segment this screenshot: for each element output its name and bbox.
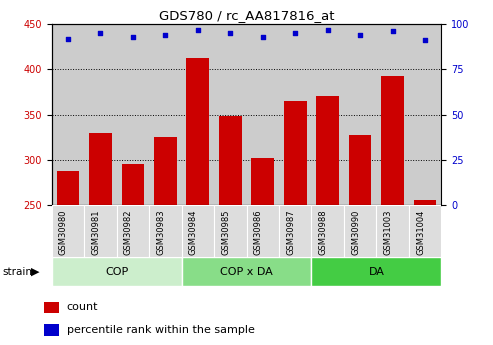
- Bar: [154, 137, 176, 205]
- Bar: [349, 135, 371, 205]
- Bar: [181, 257, 312, 286]
- Point: [226, 30, 234, 36]
- Text: DA: DA: [368, 267, 384, 277]
- Point: [388, 29, 396, 34]
- Bar: [251, 158, 274, 205]
- Point: [324, 27, 332, 32]
- Text: GSM30987: GSM30987: [286, 209, 295, 255]
- Text: GSM31004: GSM31004: [416, 209, 425, 255]
- Bar: [344, 205, 376, 257]
- Text: GSM30980: GSM30980: [59, 209, 68, 255]
- Text: GSM30984: GSM30984: [189, 209, 198, 255]
- Point: [291, 30, 299, 36]
- Text: GSM30983: GSM30983: [156, 209, 165, 255]
- Point: [161, 32, 169, 38]
- Bar: [44, 302, 59, 313]
- Point: [129, 34, 137, 40]
- Text: GSM30990: GSM30990: [351, 209, 360, 255]
- Bar: [312, 205, 344, 257]
- Text: COP x DA: COP x DA: [220, 267, 273, 277]
- Bar: [312, 257, 441, 286]
- Bar: [52, 205, 84, 257]
- Text: GSM30988: GSM30988: [318, 209, 328, 255]
- Bar: [117, 205, 149, 257]
- Bar: [279, 205, 312, 257]
- Bar: [57, 171, 79, 205]
- Bar: [317, 96, 339, 205]
- Text: GDS780 / rc_AA817816_at: GDS780 / rc_AA817816_at: [159, 9, 334, 22]
- Text: GSM30981: GSM30981: [91, 209, 101, 255]
- Bar: [414, 200, 436, 205]
- Point: [97, 30, 105, 36]
- Bar: [284, 101, 307, 205]
- Bar: [376, 205, 409, 257]
- Bar: [219, 116, 242, 205]
- Bar: [381, 76, 404, 205]
- Text: GSM30982: GSM30982: [124, 209, 133, 255]
- Text: GSM30986: GSM30986: [254, 209, 263, 255]
- Bar: [149, 205, 181, 257]
- Bar: [44, 324, 59, 336]
- Point: [259, 34, 267, 40]
- Bar: [89, 133, 112, 205]
- Point: [194, 27, 202, 32]
- Bar: [84, 205, 117, 257]
- Text: COP: COP: [105, 267, 128, 277]
- Point: [64, 36, 72, 41]
- Bar: [181, 205, 214, 257]
- Text: count: count: [67, 302, 98, 312]
- Bar: [246, 205, 279, 257]
- Bar: [186, 58, 209, 205]
- Text: ▶: ▶: [31, 267, 40, 277]
- Bar: [214, 205, 246, 257]
- Bar: [409, 205, 441, 257]
- Text: strain: strain: [2, 267, 33, 277]
- Text: percentile rank within the sample: percentile rank within the sample: [67, 325, 254, 335]
- Text: GSM30985: GSM30985: [221, 209, 230, 255]
- Bar: [52, 257, 181, 286]
- Point: [356, 32, 364, 38]
- Text: GSM31003: GSM31003: [384, 209, 392, 255]
- Bar: [122, 164, 144, 205]
- Point: [421, 38, 429, 43]
